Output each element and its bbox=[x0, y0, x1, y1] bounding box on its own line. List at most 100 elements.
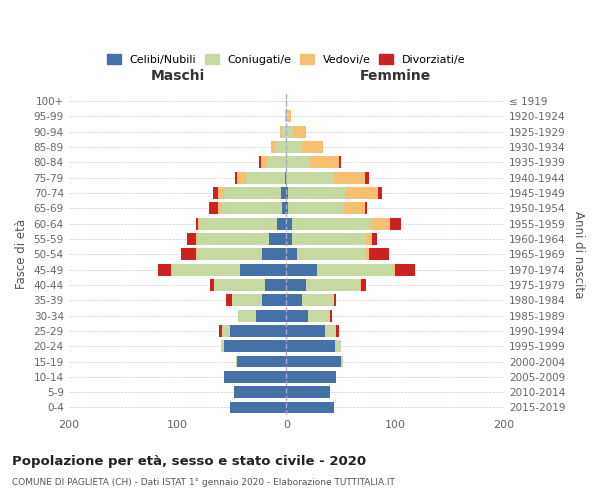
Bar bbox=[196, 233, 198, 245]
Bar bbox=[286, 356, 341, 368]
Text: COMUNE DI PAGLIETA (CH) - Dati ISTAT 1° gennaio 2020 - Elaborazione TUTTITALIA.I: COMUNE DI PAGLIETA (CH) - Dati ISTAT 1° … bbox=[12, 478, 395, 487]
Bar bbox=[210, 279, 214, 291]
Bar bbox=[286, 264, 317, 276]
Bar bbox=[224, 371, 286, 383]
Bar bbox=[293, 126, 306, 138]
Bar bbox=[334, 294, 337, 306]
Bar bbox=[259, 156, 261, 168]
Bar bbox=[286, 126, 293, 138]
Bar bbox=[235, 172, 238, 183]
Bar bbox=[222, 202, 282, 214]
Bar bbox=[238, 356, 286, 368]
Bar bbox=[261, 156, 267, 168]
Bar bbox=[224, 340, 286, 352]
Bar bbox=[224, 187, 281, 199]
Bar bbox=[275, 141, 286, 153]
Bar bbox=[286, 187, 289, 199]
Bar bbox=[236, 356, 238, 368]
Bar bbox=[393, 264, 395, 276]
Bar bbox=[269, 233, 286, 245]
Bar bbox=[286, 386, 330, 398]
Bar bbox=[285, 172, 286, 183]
Bar bbox=[234, 386, 286, 398]
Legend: Celibi/Nubili, Coniugati/e, Vedovi/e, Divorziati/e: Celibi/Nubili, Coniugati/e, Vedovi/e, Di… bbox=[107, 54, 465, 64]
Bar bbox=[335, 340, 341, 352]
Bar bbox=[361, 279, 366, 291]
Bar bbox=[280, 126, 282, 138]
Bar bbox=[366, 233, 372, 245]
Bar bbox=[262, 294, 286, 306]
Bar bbox=[218, 187, 224, 199]
Bar bbox=[238, 172, 246, 183]
Bar bbox=[181, 248, 196, 260]
Bar bbox=[289, 110, 290, 122]
Y-axis label: Anni di nascita: Anni di nascita bbox=[572, 210, 585, 298]
Bar bbox=[282, 126, 286, 138]
Bar bbox=[171, 264, 172, 276]
Bar bbox=[214, 279, 265, 291]
Bar bbox=[286, 172, 334, 183]
Bar bbox=[365, 202, 367, 214]
Text: Femmine: Femmine bbox=[359, 68, 431, 82]
Bar bbox=[218, 202, 222, 214]
Bar bbox=[297, 248, 365, 260]
Bar bbox=[226, 294, 232, 306]
Bar bbox=[292, 218, 372, 230]
Bar bbox=[325, 325, 337, 337]
Bar bbox=[262, 248, 286, 260]
Bar bbox=[286, 156, 310, 168]
Bar bbox=[230, 402, 286, 413]
Bar bbox=[219, 325, 222, 337]
Bar bbox=[372, 218, 389, 230]
Bar bbox=[286, 371, 337, 383]
Bar bbox=[365, 172, 369, 183]
Bar bbox=[277, 218, 286, 230]
Bar bbox=[289, 202, 343, 214]
Bar bbox=[343, 202, 365, 214]
Bar bbox=[221, 340, 224, 352]
Text: Maschi: Maschi bbox=[151, 68, 205, 82]
Bar bbox=[198, 218, 200, 230]
Bar bbox=[196, 218, 198, 230]
Bar bbox=[246, 172, 285, 183]
Bar bbox=[286, 202, 289, 214]
Bar bbox=[292, 233, 366, 245]
Bar bbox=[214, 187, 218, 199]
Bar bbox=[286, 402, 334, 413]
Bar bbox=[286, 340, 335, 352]
Bar bbox=[286, 325, 325, 337]
Bar bbox=[200, 218, 277, 230]
Bar bbox=[286, 279, 306, 291]
Bar bbox=[286, 95, 287, 107]
Bar bbox=[286, 310, 308, 322]
Bar bbox=[306, 279, 361, 291]
Bar bbox=[222, 325, 230, 337]
Bar bbox=[232, 294, 262, 306]
Bar bbox=[317, 264, 393, 276]
Bar bbox=[395, 264, 415, 276]
Bar bbox=[230, 325, 286, 337]
Bar bbox=[369, 248, 389, 260]
Bar bbox=[286, 218, 292, 230]
Bar bbox=[158, 264, 171, 276]
Bar bbox=[282, 202, 286, 214]
Bar bbox=[289, 187, 345, 199]
Bar bbox=[389, 218, 401, 230]
Bar bbox=[281, 187, 286, 199]
Bar bbox=[365, 248, 369, 260]
Bar bbox=[267, 156, 286, 168]
Bar bbox=[239, 264, 286, 276]
Bar bbox=[337, 325, 338, 337]
Bar bbox=[187, 233, 196, 245]
Bar bbox=[256, 310, 286, 322]
Bar bbox=[345, 187, 378, 199]
Bar bbox=[338, 156, 341, 168]
Bar bbox=[198, 233, 269, 245]
Bar bbox=[286, 233, 292, 245]
Bar bbox=[330, 310, 332, 322]
Bar bbox=[334, 172, 365, 183]
Bar bbox=[341, 356, 343, 368]
Bar bbox=[286, 294, 302, 306]
Bar bbox=[302, 294, 334, 306]
Bar bbox=[238, 310, 256, 322]
